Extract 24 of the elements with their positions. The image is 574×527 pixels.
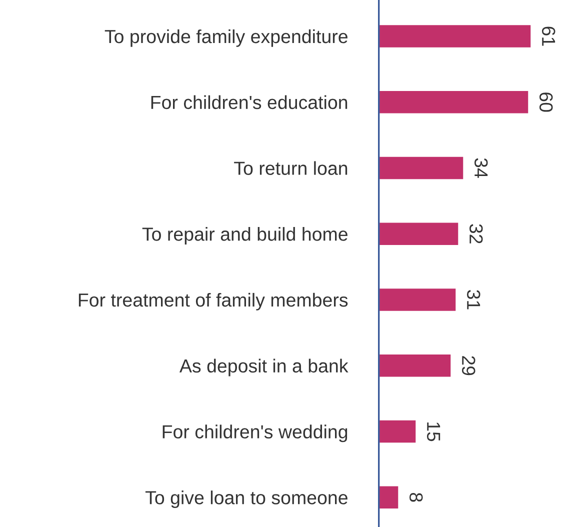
bar xyxy=(378,287,458,312)
bar xyxy=(378,221,460,246)
y-tick-label: To repair and build home xyxy=(142,227,348,245)
bar xyxy=(378,353,452,378)
data-label: 8 xyxy=(409,492,423,502)
y-tick-label: For treatment of family members xyxy=(78,292,348,310)
data-label: 34 xyxy=(474,158,488,178)
y-tick-label: To give loan to someone xyxy=(145,490,348,508)
y-tick-label: For children's education xyxy=(151,95,348,110)
y-tick-label: To provide family expenditure xyxy=(104,29,348,47)
data-label: 61 xyxy=(542,26,556,46)
data-label: 31 xyxy=(466,290,480,310)
bar xyxy=(378,24,532,49)
bar xyxy=(378,155,465,181)
bar xyxy=(378,90,530,115)
data-label: 29 xyxy=(462,356,476,376)
y-tick-label: As deposit in a bank xyxy=(179,358,348,376)
data-label: 32 xyxy=(469,224,483,244)
data-label: 15 xyxy=(426,422,440,442)
y-tick-label: To return loan xyxy=(234,161,348,175)
bar xyxy=(378,484,400,510)
data-label: 60 xyxy=(539,92,553,112)
bar xyxy=(378,418,418,444)
y-tick-label: For children's wedding xyxy=(162,424,348,442)
